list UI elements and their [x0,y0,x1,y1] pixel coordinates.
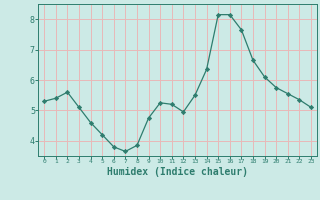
X-axis label: Humidex (Indice chaleur): Humidex (Indice chaleur) [107,167,248,177]
